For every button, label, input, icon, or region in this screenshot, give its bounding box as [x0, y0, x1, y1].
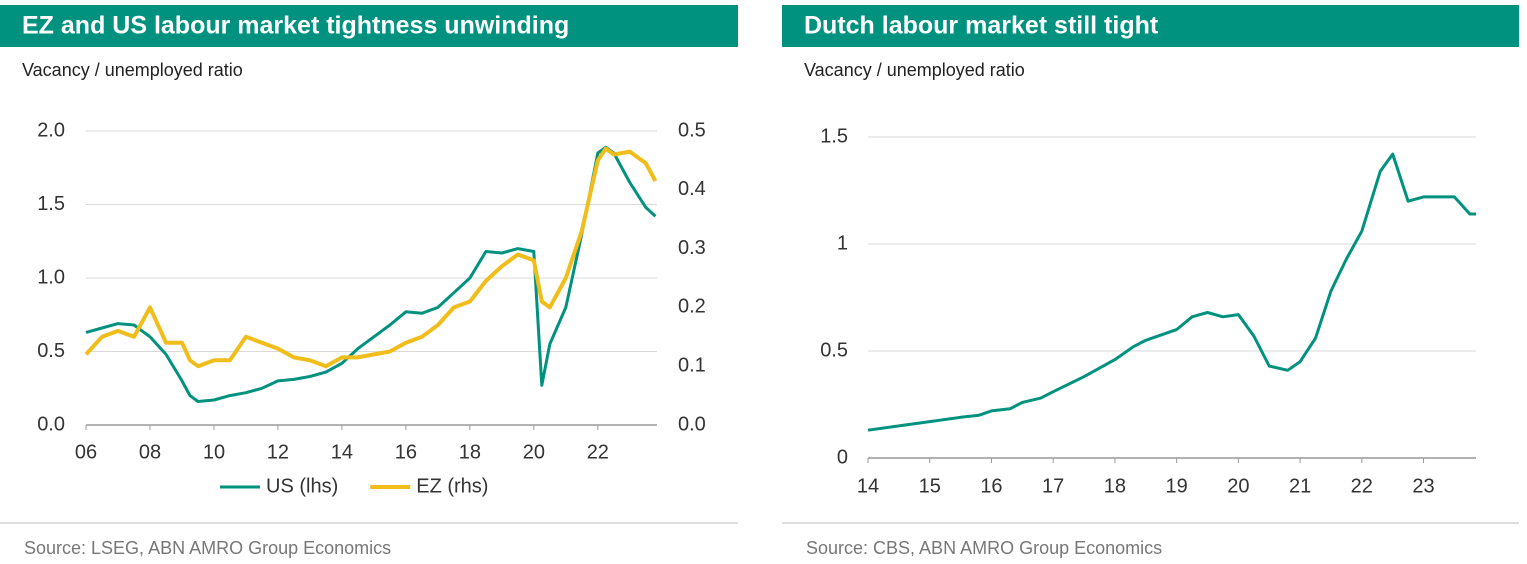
chart-title: EZ and US labour market tightness unwind…: [22, 12, 569, 40]
y2-tick-label: 0.4: [678, 178, 706, 200]
y-tick-label: 0.5: [820, 339, 848, 361]
x-tick-label: 20: [523, 441, 545, 463]
subtitle: Vacancy / unemployed ratio: [804, 60, 1025, 80]
x-tick-label: 08: [139, 441, 161, 463]
y-tick-label: 1.0: [37, 266, 65, 288]
x-tick-label: 12: [267, 441, 289, 463]
x-tick-label: 18: [1104, 475, 1126, 497]
x-tick-label: 23: [1412, 475, 1434, 497]
x-tick-label: 15: [919, 475, 941, 497]
legend-label: US (lhs): [266, 475, 338, 497]
x-tick-label: 10: [203, 441, 225, 463]
y2-tick-label: 0.1: [678, 354, 706, 376]
y-tick-label: 0.0: [37, 413, 65, 435]
y-tick-label: 1: [837, 232, 848, 254]
x-tick-label: 22: [587, 441, 609, 463]
x-tick-label: 21: [1289, 475, 1311, 497]
x-tick-label: 14: [331, 441, 353, 463]
y-tick-label: 1.5: [37, 193, 65, 215]
x-tick-label: 16: [395, 441, 417, 463]
x-tick-label: 19: [1166, 475, 1188, 497]
legend-label: EZ (rhs): [416, 475, 488, 497]
y2-tick-label: 0.2: [678, 296, 706, 318]
x-tick-label: 06: [75, 441, 97, 463]
data-line: [84, 146, 658, 369]
title-bar: [782, 5, 1519, 47]
y-tick-label: 0: [837, 446, 848, 468]
y2-tick-label: 0.0: [678, 413, 706, 435]
x-tick-label: 18: [459, 441, 481, 463]
y-tick-label: 0.5: [37, 340, 65, 362]
x-tick-label: 14: [857, 475, 879, 497]
source: Source: LSEG, ABN AMRO Group Economics: [24, 538, 391, 558]
source: Source: CBS, ABN AMRO Group Economics: [806, 538, 1162, 558]
data-line: [867, 152, 1476, 432]
x-tick-label: 16: [980, 475, 1002, 497]
subtitle: Vacancy / unemployed ratio: [22, 60, 243, 80]
title-bar: [0, 5, 738, 47]
y-tick-label: 1.5: [820, 125, 848, 147]
y-tick-label: 2.0: [37, 119, 65, 141]
chart-title: Dutch labour market still tight: [804, 12, 1159, 40]
x-tick-label: 20: [1227, 475, 1249, 497]
y2-tick-label: 0.3: [678, 237, 706, 259]
x-tick-label: 22: [1351, 475, 1373, 497]
y2-tick-label: 0.5: [678, 119, 706, 141]
data-line: [85, 145, 657, 403]
x-tick-label: 17: [1042, 475, 1064, 497]
